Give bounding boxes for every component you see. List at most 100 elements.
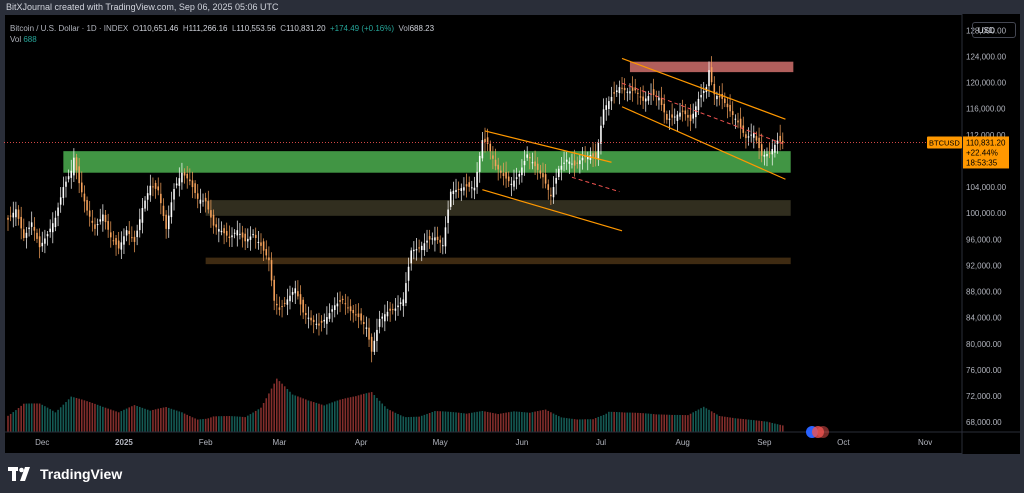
volume-bar: [347, 397, 349, 432]
candle-body: [368, 327, 370, 340]
volume-bar: [478, 411, 481, 432]
symbol-name: Bitcoin / U.S. Dollar · 1D · INDEX: [10, 24, 129, 33]
volume-bar: [402, 416, 405, 432]
candle-body: [455, 189, 457, 193]
candle-body: [560, 165, 563, 170]
volume-bar: [544, 409, 547, 432]
candle-body: [481, 140, 484, 159]
currency-button[interactable]: USD: [972, 22, 1016, 38]
volume-bar: [73, 397, 75, 432]
candle-body: [663, 103, 665, 113]
volume-bar: [326, 404, 328, 432]
candle-body: [584, 156, 586, 158]
volume-bar: [721, 416, 723, 432]
candles-layer: [7, 56, 784, 363]
volume-bar: [655, 414, 658, 432]
candle-body: [212, 214, 215, 226]
jul-channel-upper: [621, 57, 786, 120]
volume-bar: [20, 405, 22, 432]
candle-body: [594, 152, 597, 159]
volume-bar: [710, 411, 713, 432]
candle-body: [54, 217, 57, 228]
volume-bar: [378, 400, 381, 432]
candle-body: [402, 299, 405, 306]
volume-bar: [497, 414, 499, 432]
volume-bar: [418, 416, 420, 432]
candle-body: [457, 188, 460, 190]
candle-body: [88, 210, 91, 217]
candle-body: [373, 340, 376, 352]
volume-bar: [59, 407, 62, 432]
volume-bar: [210, 417, 212, 432]
candle-body: [175, 183, 178, 186]
candle-body: [442, 245, 444, 247]
volume-bar: [131, 406, 133, 432]
volume-bar: [689, 413, 692, 432]
volume-bar: [426, 413, 428, 432]
volume-bar: [30, 403, 33, 432]
volume-bar: [62, 404, 65, 432]
volume-bar: [626, 412, 629, 432]
chart-panel[interactable]: [4, 14, 1020, 454]
candle-body: [692, 113, 694, 119]
candle-body: [539, 170, 542, 174]
volume-bar: [623, 412, 626, 432]
candle-body: [204, 197, 207, 202]
volume-bar: [307, 400, 310, 432]
candle-body: [107, 221, 109, 230]
time-tick-label: Jun: [515, 438, 528, 447]
volume-bar: [67, 399, 70, 432]
candle-body: [724, 98, 726, 104]
volume-bar: [341, 398, 344, 432]
candle-body: [231, 235, 233, 238]
candle-body: [444, 227, 447, 247]
volume-bar: [629, 412, 631, 432]
candle-body: [355, 314, 357, 316]
candle-body: [178, 178, 181, 186]
price-chart[interactable]: 128,000.00 124,000.00 120,000.00 116,000.00…: [4, 14, 1020, 454]
candle-body: [186, 173, 188, 179]
candle-body: [407, 266, 410, 281]
volume-bar: [449, 411, 452, 432]
candle-body: [20, 216, 22, 229]
candle-body: [318, 323, 320, 326]
volume-bar: [576, 419, 579, 432]
price-tick-label: 92,000.00: [966, 261, 1002, 270]
volume-bar: [70, 396, 73, 432]
candle-body: [415, 249, 418, 251]
volume-bar: [745, 419, 747, 432]
volume-bar: [571, 418, 573, 432]
volume-bar: [75, 397, 78, 432]
volume-bar: [597, 416, 600, 432]
volume-bar: [207, 418, 210, 432]
volume-bar: [457, 412, 460, 432]
candle-body: [758, 137, 760, 149]
candle-body: [233, 232, 236, 234]
volume-bar: [165, 407, 167, 432]
price-tick-label: 84,000.00: [966, 314, 1002, 323]
volume-bar: [718, 415, 721, 432]
volume-bar: [220, 416, 223, 432]
candle-body: [681, 110, 684, 112]
volume-bar: [183, 413, 186, 432]
volume-bar: [273, 383, 275, 432]
price-tag-price: 110,831.20: [966, 138, 1006, 147]
candle-body: [136, 230, 138, 238]
volume-bar: [202, 419, 204, 432]
candle-body: [731, 111, 734, 116]
candle-body: [471, 187, 473, 189]
volume-bar: [739, 418, 742, 432]
price-tick-label: 124,000.00: [966, 52, 1007, 61]
candle-body: [36, 232, 38, 239]
volume-bar: [436, 411, 439, 432]
volume-bar: [289, 391, 291, 432]
volume-bar: [355, 396, 357, 432]
candle-body: [573, 160, 576, 166]
candle-body: [65, 181, 67, 187]
volume-bar: [681, 415, 684, 432]
volume-bar: [465, 413, 468, 432]
volume-bar: [650, 413, 652, 432]
jul-channel-lower: [621, 106, 786, 180]
candle-body: [489, 143, 492, 152]
price-tick-label: 76,000.00: [966, 366, 1002, 375]
